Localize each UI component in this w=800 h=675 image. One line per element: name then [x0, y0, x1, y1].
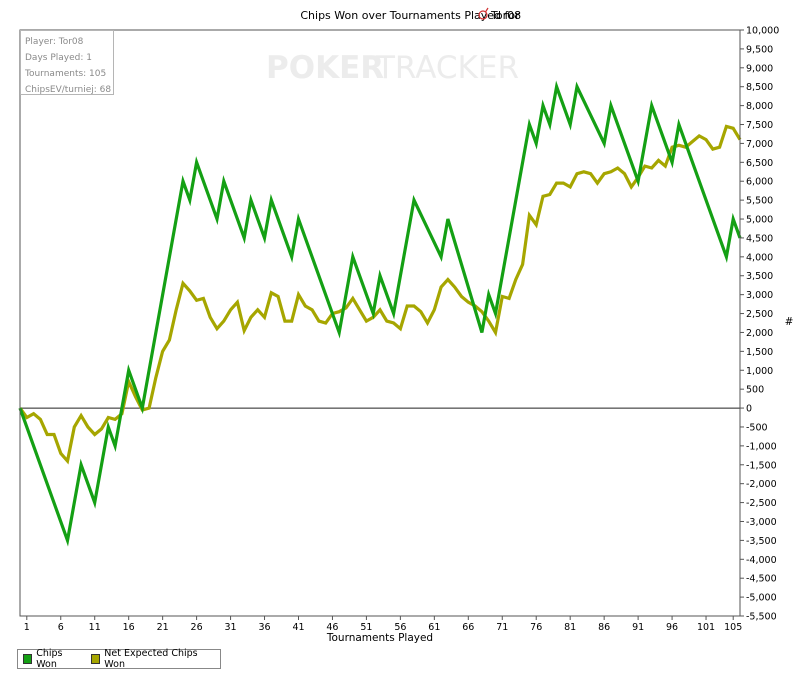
y-tick-label: 4,500	[746, 233, 773, 244]
x-tick-label: 51	[360, 622, 372, 633]
x-axis: 1 6 11 16 21 26 31 36 41 46 51 56 61 66 71 76 81 86 91 96 10…	[24, 616, 742, 633]
legend-item-net-expected[interactable]: Net Expected Chips Won	[91, 648, 210, 670]
watermark-poker: POKER	[266, 50, 384, 86]
y-tick-label: 2,000	[746, 328, 773, 339]
plot-frame	[19, 29, 741, 617]
y-tick-label: 1,500	[746, 347, 773, 358]
y-tick-label: -2,500	[746, 498, 777, 509]
y-tick-label: -1,000	[746, 441, 777, 452]
series-line-chips-won	[18, 80, 742, 547]
y-tick-label: 1,000	[746, 366, 773, 377]
x-tick-label: 61	[428, 622, 440, 633]
x-tick-label: 46	[326, 622, 338, 633]
y-tick-label: 3,000	[746, 290, 773, 301]
y-axis-title: #	[785, 316, 794, 328]
y-tick-label: -5,000	[746, 593, 777, 604]
x-tick-label: 86	[598, 622, 610, 633]
chart-title-prefix: Chips Won over Tournaments Played for	[300, 9, 520, 22]
x-axis-title: Tournaments Played	[326, 632, 433, 644]
chart-title: Chips Won over Tournaments Played for	[300, 9, 520, 22]
y-tick-label: 9,500	[746, 44, 773, 55]
y-tick-label: 4,000	[746, 252, 773, 263]
y-tick-label: 10,000	[746, 26, 779, 37]
y-tick-label: -5,500	[746, 612, 777, 623]
legend-label-chips-won: Chips Won	[36, 648, 63, 670]
x-tick-label: 16	[123, 622, 135, 633]
x-tick-label: 41	[292, 622, 304, 633]
legend: Chips Won Net Expected Chips Won	[17, 648, 221, 670]
y-tick-label: -2,000	[746, 479, 777, 490]
y-tick-label: -3,500	[746, 536, 777, 547]
y-tick-label: 7,000	[746, 139, 773, 150]
x-tick-label: 105	[724, 622, 742, 633]
x-tick-label: 91	[632, 622, 644, 633]
y-tick-label: -1,500	[746, 460, 777, 471]
y-tick-label: 9,000	[746, 63, 773, 74]
info-tournaments: Tournaments: 105	[25, 69, 107, 79]
y-tick-label: 6,000	[746, 177, 773, 188]
y-tick-label: -4,000	[746, 555, 777, 566]
x-tick-label: 36	[258, 622, 270, 633]
legend-swatch-net-expected	[91, 654, 101, 664]
y-tick-label: -3,000	[746, 517, 777, 528]
y-tick-label: 7,500	[746, 120, 773, 131]
y-tick-label: 8,500	[746, 82, 773, 93]
legend-swatch-chips-won	[23, 654, 33, 664]
x-tick-label: 76	[530, 622, 542, 633]
x-tick-label: 81	[564, 622, 576, 633]
info-player: Player: Tor08	[25, 37, 84, 47]
legend-item-chips-won[interactable]: Chips Won	[23, 648, 81, 670]
y-tick-label: 5,000	[746, 215, 773, 226]
x-tick-label: 101	[697, 622, 715, 633]
x-tick-label: 71	[496, 622, 508, 633]
y-tick-label: 0	[746, 404, 752, 415]
x-tick-label: 56	[394, 622, 406, 633]
x-tick-label: 26	[191, 622, 203, 633]
y-tick-label: 2,500	[746, 309, 773, 320]
x-tick-label: 96	[666, 622, 678, 633]
x-tick-label: 31	[225, 622, 237, 633]
chart-title-player: Tor08	[490, 9, 521, 22]
x-tick-label: 6	[58, 622, 64, 633]
watermark-tracker: TRACKER	[375, 50, 519, 86]
y-tick-label: 8,000	[746, 101, 773, 112]
y-axis: 10,000 9,500 9,000 8,500 8,000 7,500 7,000 6,50…	[740, 26, 779, 623]
x-tick-label: 66	[462, 622, 474, 633]
legend-label-net-expected: Net Expected Chips Won	[104, 648, 198, 670]
y-tick-label: 5,500	[746, 196, 773, 207]
series-line-net-expected-chips-won	[18, 124, 742, 465]
y-tick-label: 500	[746, 385, 764, 396]
y-tick-label: -500	[746, 422, 768, 433]
x-tick-label: 1	[24, 622, 30, 633]
info-chipsev: ChipsEV/turniej: 68	[25, 85, 112, 95]
x-tick-label: 21	[157, 622, 169, 633]
y-tick-label: 6,500	[746, 158, 773, 169]
player-info-box: Player: Tor08 Days Played: 1 Tournaments…	[20, 30, 114, 95]
y-tick-label: 3,500	[746, 271, 773, 282]
info-days-played: Days Played: 1	[25, 53, 92, 63]
series-layer	[18, 80, 742, 547]
x-tick-label: 11	[89, 622, 101, 633]
y-tick-label: -4,500	[746, 574, 777, 585]
player-color-icon	[478, 7, 489, 20]
